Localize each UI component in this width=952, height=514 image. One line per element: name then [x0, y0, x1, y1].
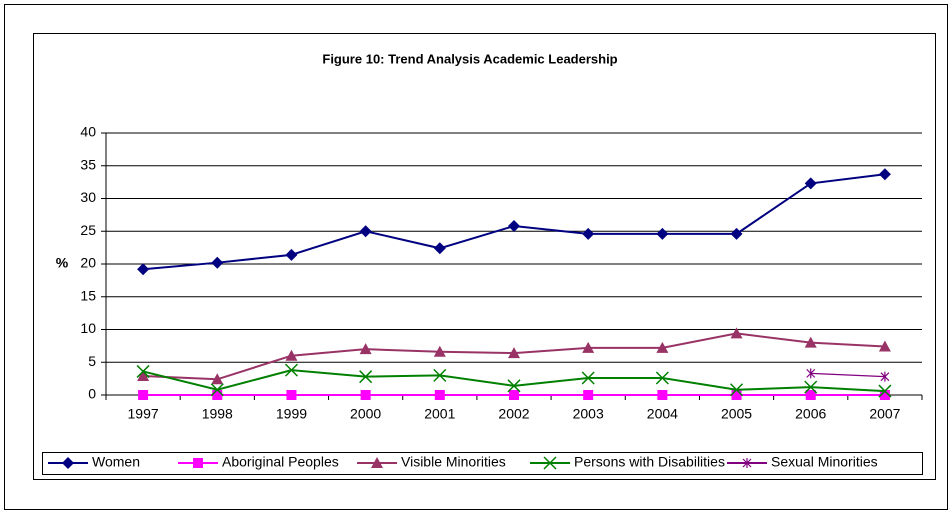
marker: [136, 364, 150, 378]
marker: [62, 457, 74, 469]
marker: [878, 340, 891, 352]
legend-label: Aboriginal Peoples: [222, 454, 339, 470]
marker: [804, 380, 818, 394]
y-tick-label: 30: [80, 189, 96, 205]
outer-frame: [4, 4, 948, 510]
marker: [286, 390, 297, 400]
x-tick-label: 1999: [276, 406, 307, 422]
marker: [730, 383, 744, 397]
marker: [371, 457, 383, 468]
marker: [543, 456, 557, 470]
marker: [434, 390, 445, 400]
marker: [804, 336, 817, 348]
marker: [806, 368, 816, 379]
marker: [285, 248, 298, 261]
y-tick-label: 35: [80, 156, 96, 172]
marker: [211, 373, 224, 385]
marker: [193, 458, 203, 468]
x-tick-label: 2003: [573, 406, 604, 422]
marker: [359, 370, 373, 384]
chart-title: Figure 10: Trend Analysis Academic Leade…: [322, 51, 617, 66]
x-tick-label: 2004: [647, 406, 678, 422]
marker: [878, 384, 892, 398]
marker: [879, 390, 890, 400]
x-tick-label: 2007: [869, 406, 900, 422]
y-tick-label: 0: [88, 386, 96, 402]
marker: [285, 349, 298, 361]
marker: [508, 347, 520, 359]
marker: [880, 371, 890, 382]
marker: [433, 242, 446, 255]
marker: [583, 390, 594, 400]
marker: [138, 390, 149, 400]
series-line: [142, 369, 885, 393]
marker: [284, 363, 298, 377]
legend-label: Women: [92, 454, 140, 470]
marker: [582, 227, 595, 240]
marker: [656, 341, 669, 353]
marker: [359, 225, 372, 238]
y-tick-label: 20: [80, 255, 96, 271]
marker: [212, 390, 223, 400]
marker: [211, 256, 224, 269]
marker: [657, 390, 668, 400]
marker: [137, 370, 150, 382]
marker: [210, 383, 224, 397]
marker: [804, 177, 817, 190]
marker: [730, 227, 743, 240]
marker: [137, 263, 150, 276]
marker: [360, 390, 371, 400]
marker: [507, 379, 521, 393]
marker: [731, 390, 742, 400]
y-tick-label: 15: [80, 287, 96, 303]
marker: [359, 343, 372, 355]
marker: [730, 327, 743, 339]
marker: [433, 368, 447, 382]
marker: [742, 458, 752, 468]
series-line: [810, 372, 885, 378]
legend-frame: [42, 452, 923, 475]
marker: [581, 371, 595, 385]
marker: [433, 345, 446, 357]
y-tick-label: 25: [80, 222, 96, 238]
legend-label: Sexual Minorities: [771, 454, 878, 470]
marker: [878, 168, 891, 181]
marker: [805, 390, 816, 400]
marker: [655, 371, 669, 385]
legend-label: Persons with Disabilities: [574, 454, 725, 470]
legend-label: Visible Minorities: [401, 454, 506, 470]
marker: [508, 220, 520, 233]
x-tick-label: 2001: [424, 406, 455, 422]
marker: [509, 390, 519, 400]
chart-frame: [33, 33, 936, 480]
x-tick-label: 1998: [202, 406, 233, 422]
y-axis-label: %: [56, 255, 69, 271]
x-tick-label: 1997: [128, 406, 159, 422]
x-tick-label: 2000: [350, 406, 381, 422]
x-tick-label: 2005: [721, 406, 752, 422]
marker: [656, 227, 669, 240]
y-tick-label: 10: [80, 320, 96, 336]
y-tick-label: 40: [80, 124, 96, 140]
x-tick-label: 2002: [498, 406, 529, 422]
x-tick-label: 2006: [795, 406, 826, 422]
marker: [582, 341, 595, 353]
y-tick-label: 5: [88, 353, 96, 369]
